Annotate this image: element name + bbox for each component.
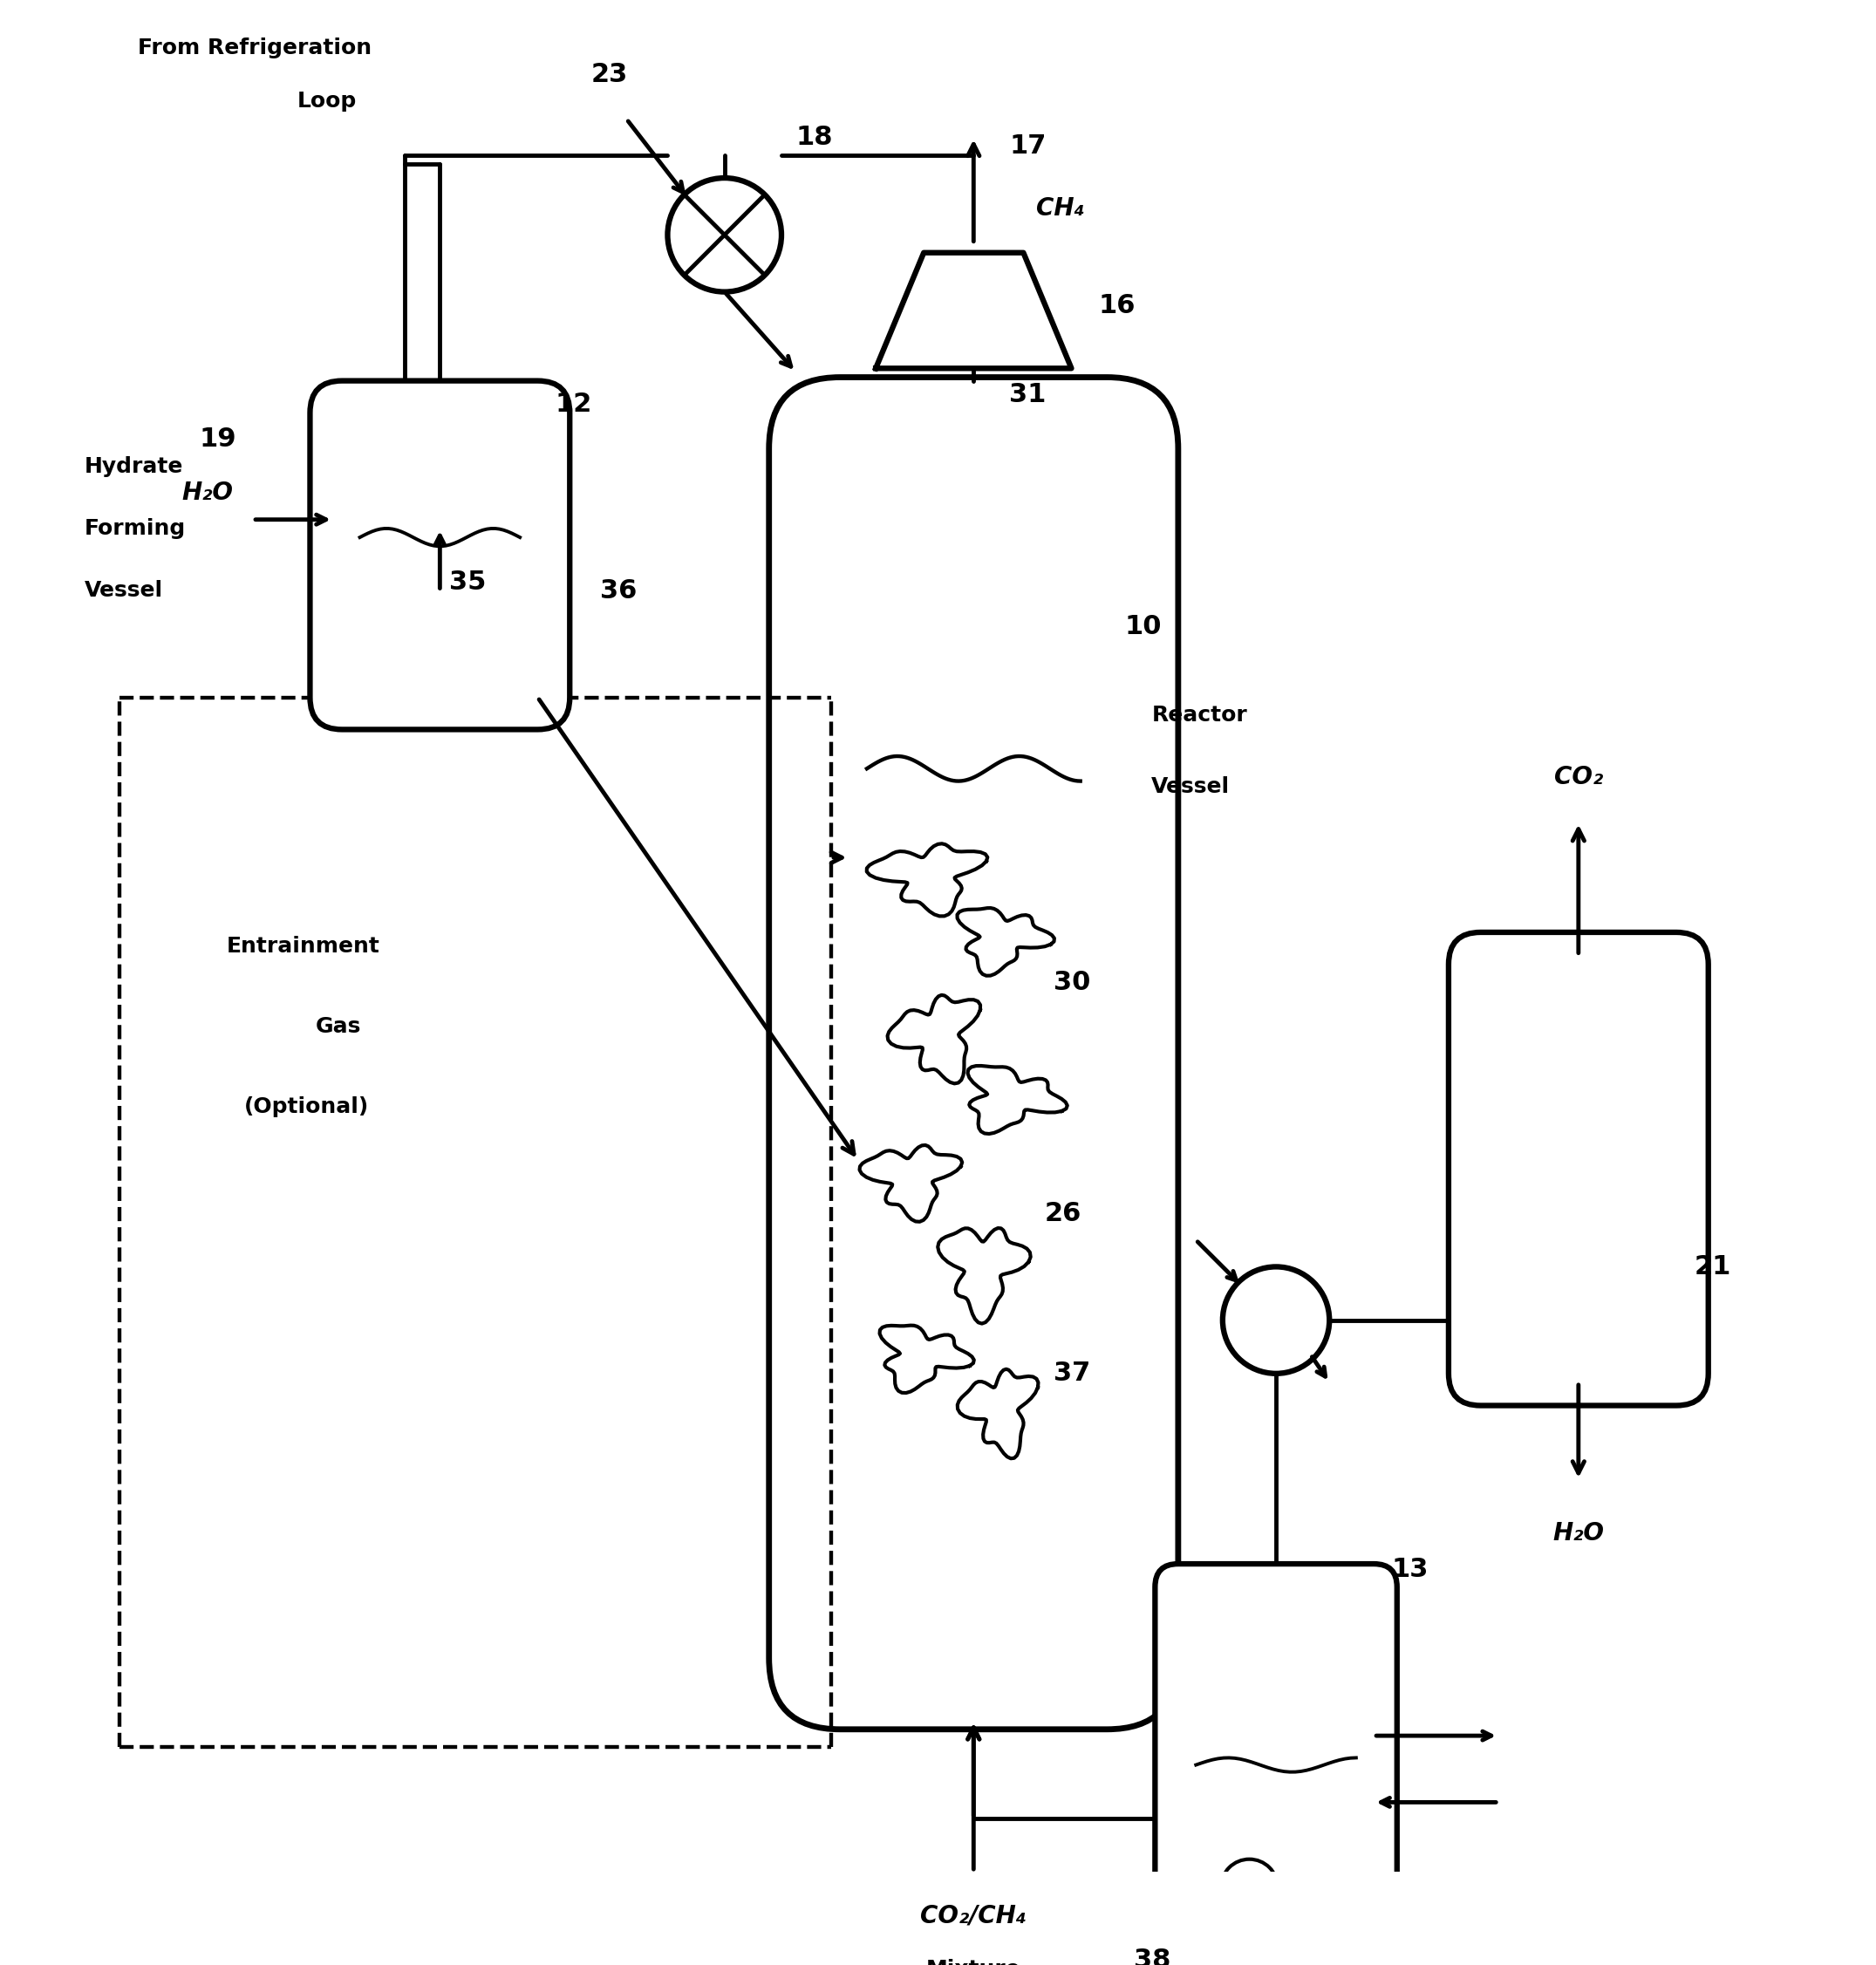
Text: (Optional): (Optional) (244, 1096, 370, 1118)
Text: 35: 35 (448, 570, 486, 595)
Text: H₂O: H₂O (1553, 1521, 1604, 1546)
Text: 37: 37 (1054, 1362, 1090, 1385)
Text: Entrainment: Entrainment (227, 935, 379, 957)
Text: Mixture: Mixture (927, 1959, 1021, 1965)
Text: 23: 23 (591, 63, 628, 88)
Text: 38: 38 (1133, 1947, 1171, 1965)
Text: 19: 19 (199, 426, 236, 452)
Text: From Refrigeration: From Refrigeration (137, 37, 371, 59)
Text: Reactor: Reactor (1152, 705, 1248, 725)
Text: 36: 36 (600, 578, 638, 603)
Text: Gas: Gas (315, 1016, 360, 1038)
Text: CO₂: CO₂ (1553, 764, 1602, 790)
Text: Vessel: Vessel (84, 580, 163, 601)
Text: CO₂/CH₄: CO₂/CH₄ (921, 1904, 1026, 1928)
Text: 17: 17 (1009, 134, 1047, 159)
Text: 13: 13 (1392, 1556, 1430, 1582)
Text: 21: 21 (1694, 1254, 1732, 1279)
Text: 16: 16 (1097, 293, 1135, 318)
FancyBboxPatch shape (310, 381, 570, 729)
FancyBboxPatch shape (1156, 1564, 1398, 1965)
Text: Forming: Forming (84, 519, 186, 538)
Text: Loop: Loop (298, 90, 356, 112)
Text: 31: 31 (1009, 383, 1047, 407)
Text: H₂O: H₂O (182, 481, 233, 505)
Text: 18: 18 (795, 124, 833, 149)
Text: 26: 26 (1045, 1201, 1082, 1226)
Text: 12: 12 (555, 391, 593, 417)
Text: 30: 30 (1054, 969, 1090, 994)
FancyBboxPatch shape (769, 377, 1178, 1729)
Text: CH₄: CH₄ (1036, 197, 1084, 220)
FancyBboxPatch shape (1448, 931, 1709, 1405)
Text: 10: 10 (1126, 613, 1161, 639)
Text: Vessel: Vessel (1152, 776, 1231, 798)
Text: Hydrate: Hydrate (84, 456, 184, 477)
